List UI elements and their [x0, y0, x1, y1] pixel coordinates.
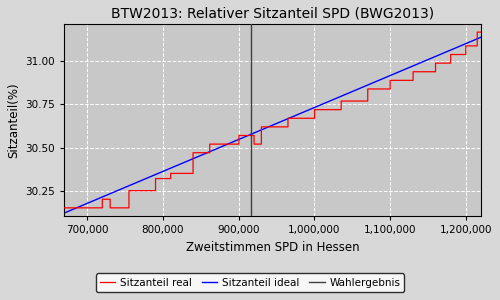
Sitzanteil real	[378, 87, 384, 91]
Sitzanteil ideal	[62, 211, 68, 215]
Sitzanteil ideal	[87, 200, 93, 204]
Sitzanteil real	[474, 30, 480, 34]
Sitzanteil ideal	[314, 104, 320, 108]
Sitzanteil real	[62, 206, 68, 210]
Sitzanteil ideal	[326, 99, 332, 103]
Title: BTW2013: Relativer Sitzanteil SPD (BWG2013): BTW2013: Relativer Sitzanteil SPD (BWG20…	[111, 7, 434, 21]
Sitzanteil real	[326, 108, 332, 111]
Legend: Sitzanteil real, Sitzanteil ideal, Wahlergebnis: Sitzanteil real, Sitzanteil ideal, Wahle…	[96, 274, 405, 292]
Sitzanteil real	[303, 116, 309, 120]
Sitzanteil ideal	[420, 60, 426, 64]
Sitzanteil real	[87, 206, 93, 210]
X-axis label: Zweitstimmen SPD in Hessen: Zweitstimmen SPD in Hessen	[186, 241, 360, 254]
Sitzanteil real	[314, 108, 320, 111]
Sitzanteil ideal	[478, 35, 484, 39]
Line: Sitzanteil ideal: Sitzanteil ideal	[64, 37, 481, 213]
Sitzanteil ideal	[303, 109, 309, 113]
Sitzanteil real	[420, 70, 426, 74]
Line: Sitzanteil real: Sitzanteil real	[64, 32, 481, 208]
Sitzanteil ideal	[378, 78, 384, 82]
Sitzanteil real	[478, 30, 484, 34]
Y-axis label: Sitzanteil(%): Sitzanteil(%)	[7, 82, 20, 158]
